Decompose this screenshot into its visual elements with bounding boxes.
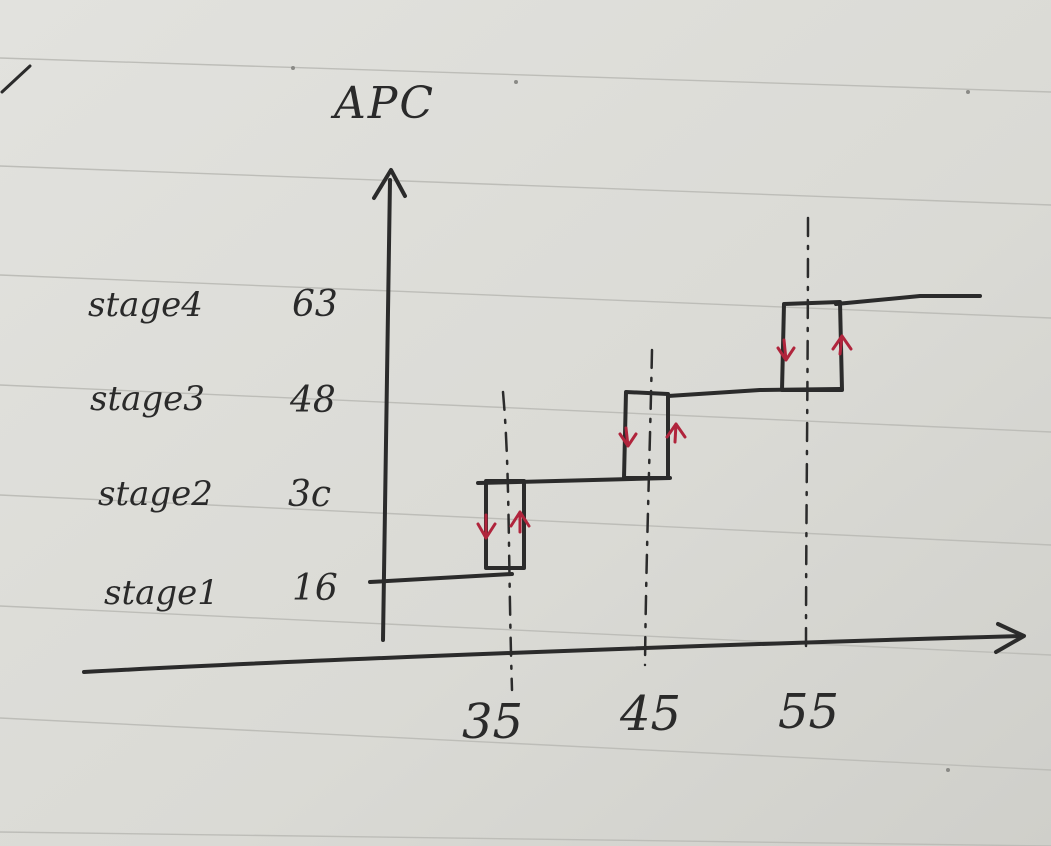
y-axis-label: APC: [330, 78, 435, 129]
staircase-curve: [368, 294, 982, 584]
x-tick-55: 55: [778, 684, 839, 740]
threshold-guides: [501, 216, 810, 692]
x-tick-labels: 35 45 55: [462, 684, 839, 750]
stage-value-3: 48: [289, 380, 336, 421]
up-arrow-55: [831, 334, 853, 356]
stage-label-4: stage4: [88, 285, 203, 325]
stage-labels: stage4 63 stage3 48 stage2 3c stage1 16: [88, 284, 338, 613]
stage-value-4: 63: [292, 284, 338, 325]
up-arrow-45: [665, 422, 687, 444]
stage-label-1: stage1: [104, 573, 219, 613]
stage-label-3: stage3: [90, 379, 205, 419]
up-arrow-35: [509, 510, 531, 534]
level-stage1: [368, 572, 514, 584]
transition-arrows: [476, 334, 853, 540]
guide-35: [501, 390, 514, 692]
loop-55: [780, 300, 844, 392]
down-arrow-45: [618, 426, 638, 448]
level-stage4: [834, 294, 982, 306]
guide-55: [804, 216, 810, 652]
stage-value-1: 16: [292, 568, 338, 609]
x-axis-line: [82, 634, 1022, 674]
guide-45: [643, 348, 654, 667]
loop-45: [622, 390, 670, 480]
stage-value-2: 3c: [288, 474, 331, 515]
x-tick-35: 35: [462, 694, 523, 750]
paper-dots: [291, 66, 970, 772]
stray-pen-mark: [0, 64, 32, 94]
y-axis-arrowhead: [372, 168, 407, 200]
x-tick-45: 45: [619, 686, 681, 742]
stage-label-2: stage2: [98, 474, 213, 514]
down-arrow-55: [776, 338, 796, 362]
x-axis-arrowhead: [994, 622, 1026, 654]
down-arrow-35: [476, 513, 497, 540]
